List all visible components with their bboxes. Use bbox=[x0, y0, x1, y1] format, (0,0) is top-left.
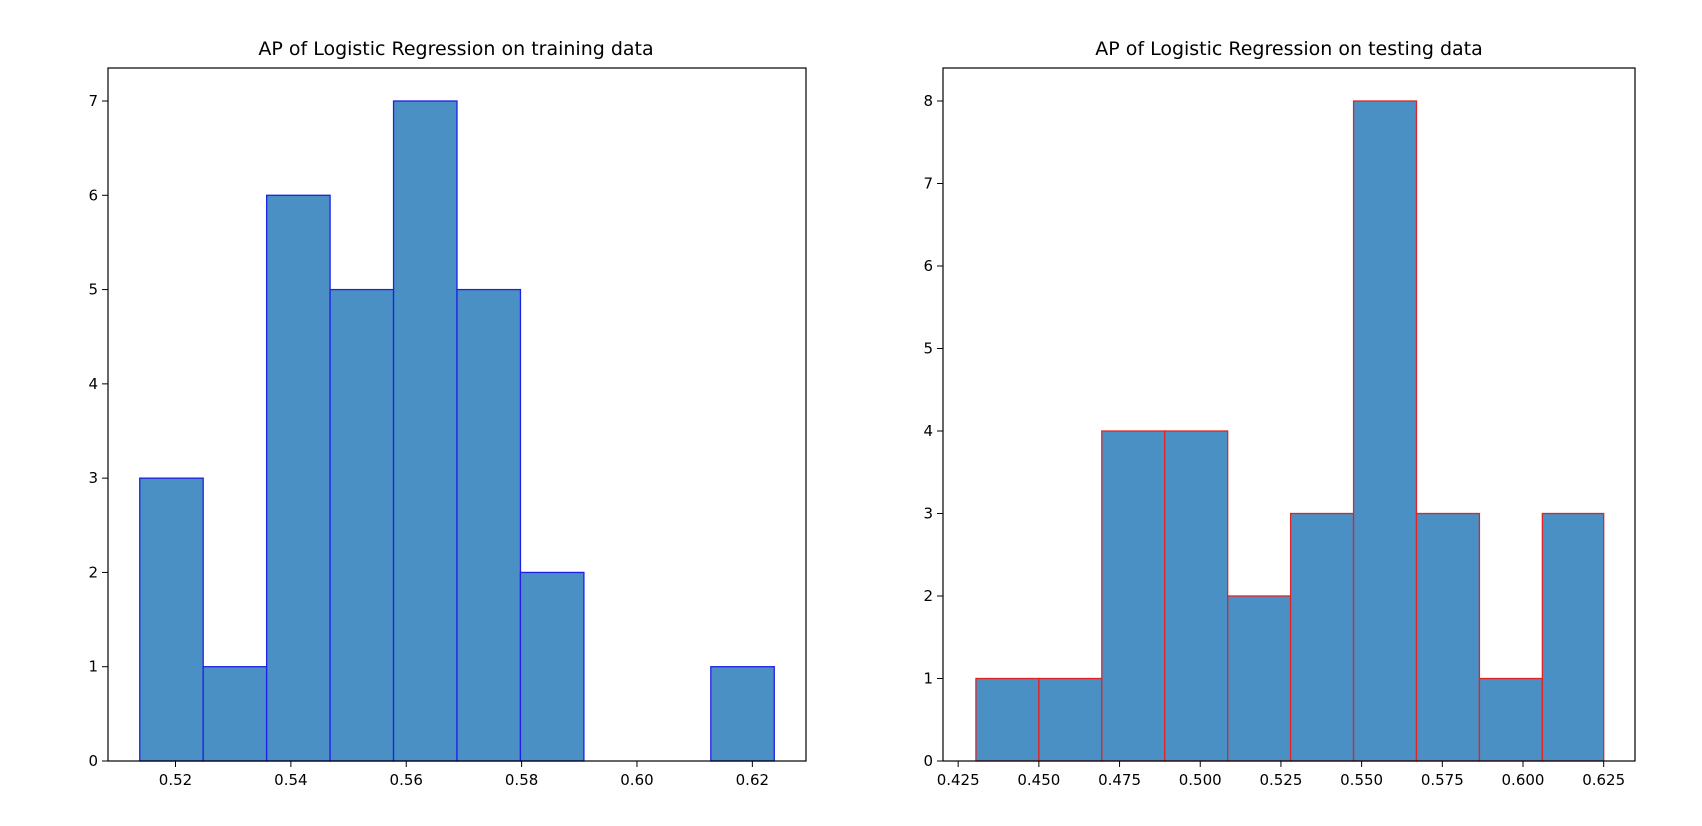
testing-bar-0 bbox=[975, 677, 1040, 762]
testing-y-axis-ticks: 0 1 2 3 4 5 6 7 8 bbox=[923, 92, 943, 770]
training-bar-1 bbox=[202, 666, 268, 762]
testing-x-tick-label-4: 0.525 bbox=[1259, 771, 1302, 789]
testing-x-tick-label-6: 0.575 bbox=[1421, 771, 1464, 789]
testing-bar-9 bbox=[1541, 512, 1605, 762]
training-x-axis-ticks: 0.52 0.54 0.56 0.58 0.60 0.62 bbox=[159, 761, 769, 789]
testing-y-tick-label-1: 1 bbox=[923, 670, 933, 688]
training-bar-9 bbox=[710, 666, 775, 762]
testing-y-tick-label-4: 4 bbox=[923, 422, 933, 440]
training-x-tick-label-3: 0.58 bbox=[505, 771, 538, 789]
testing-plot-frame bbox=[942, 67, 1636, 762]
training-bar-6 bbox=[519, 571, 585, 762]
testing-bar-1 bbox=[1038, 677, 1103, 762]
testing-histogram-panel: AP of Logistic Regression on testing dat… bbox=[923, 38, 1636, 789]
training-y-tick-label-7: 7 bbox=[88, 92, 98, 110]
testing-bar-7 bbox=[1415, 512, 1481, 762]
training-plot-frame bbox=[107, 67, 807, 762]
training-x-tick-label-1: 0.54 bbox=[274, 771, 307, 789]
training-y-tick-label-1: 1 bbox=[88, 658, 98, 676]
training-histogram-panel: AP of Logistic Regression on training da… bbox=[88, 38, 807, 789]
training-y-axis-ticks: 0 1 2 3 4 5 6 7 bbox=[88, 92, 108, 770]
training-bar-3 bbox=[329, 288, 395, 762]
testing-bar-8 bbox=[1478, 677, 1544, 762]
training-y-tick-label-4: 4 bbox=[88, 375, 98, 393]
training-y-tick-label-5: 5 bbox=[88, 281, 98, 299]
testing-x-tick-label-0: 0.425 bbox=[937, 771, 980, 789]
testing-y-tick-label-2: 2 bbox=[923, 587, 933, 605]
training-y-tick-label-6: 6 bbox=[88, 186, 98, 204]
testing-x-tick-label-8: 0.625 bbox=[1582, 771, 1625, 789]
training-bars bbox=[139, 100, 775, 762]
testing-y-tick-label-0: 0 bbox=[923, 752, 933, 770]
testing-y-tick-label-6: 6 bbox=[923, 257, 933, 275]
testing-bar-6 bbox=[1352, 100, 1418, 762]
training-bar-2 bbox=[265, 194, 331, 762]
testing-y-tick-label-3: 3 bbox=[923, 505, 933, 523]
testing-x-axis-ticks: 0.425 0.450 0.475 0.500 0.525 0.550 0.575 0.600… bbox=[937, 761, 1625, 789]
training-y-tick-label-0: 0 bbox=[88, 752, 98, 770]
training-bar-5 bbox=[456, 288, 522, 762]
testing-y-tick-label-5: 5 bbox=[923, 340, 933, 358]
testing-bars bbox=[975, 100, 1605, 762]
training-x-tick-label-0: 0.52 bbox=[159, 771, 192, 789]
testing-x-tick-label-7: 0.600 bbox=[1502, 771, 1545, 789]
testing-bar-2 bbox=[1101, 430, 1166, 762]
testing-x-tick-label-3: 0.500 bbox=[1179, 771, 1222, 789]
testing-bar-4 bbox=[1227, 595, 1292, 762]
testing-y-tick-label-7: 7 bbox=[923, 175, 933, 193]
testing-bar-3 bbox=[1164, 430, 1229, 762]
training-x-tick-label-4: 0.60 bbox=[620, 771, 653, 789]
testing-x-tick-label-1: 0.450 bbox=[1017, 771, 1060, 789]
training-x-tick-label-2: 0.56 bbox=[390, 771, 423, 789]
testing-bar-5 bbox=[1289, 512, 1355, 762]
training-chart-title: AP of Logistic Regression on training da… bbox=[258, 38, 653, 60]
testing-x-tick-label-5: 0.550 bbox=[1340, 771, 1383, 789]
training-x-tick-label-5: 0.62 bbox=[736, 771, 769, 789]
training-y-tick-label-2: 2 bbox=[88, 563, 98, 581]
training-bar-0 bbox=[139, 477, 204, 762]
testing-x-tick-label-2: 0.475 bbox=[1098, 771, 1141, 789]
testing-y-tick-label-8: 8 bbox=[923, 92, 933, 110]
training-y-tick-label-3: 3 bbox=[88, 469, 98, 487]
training-bar-4 bbox=[392, 100, 458, 762]
testing-chart-title: AP of Logistic Regression on testing dat… bbox=[1095, 38, 1483, 60]
